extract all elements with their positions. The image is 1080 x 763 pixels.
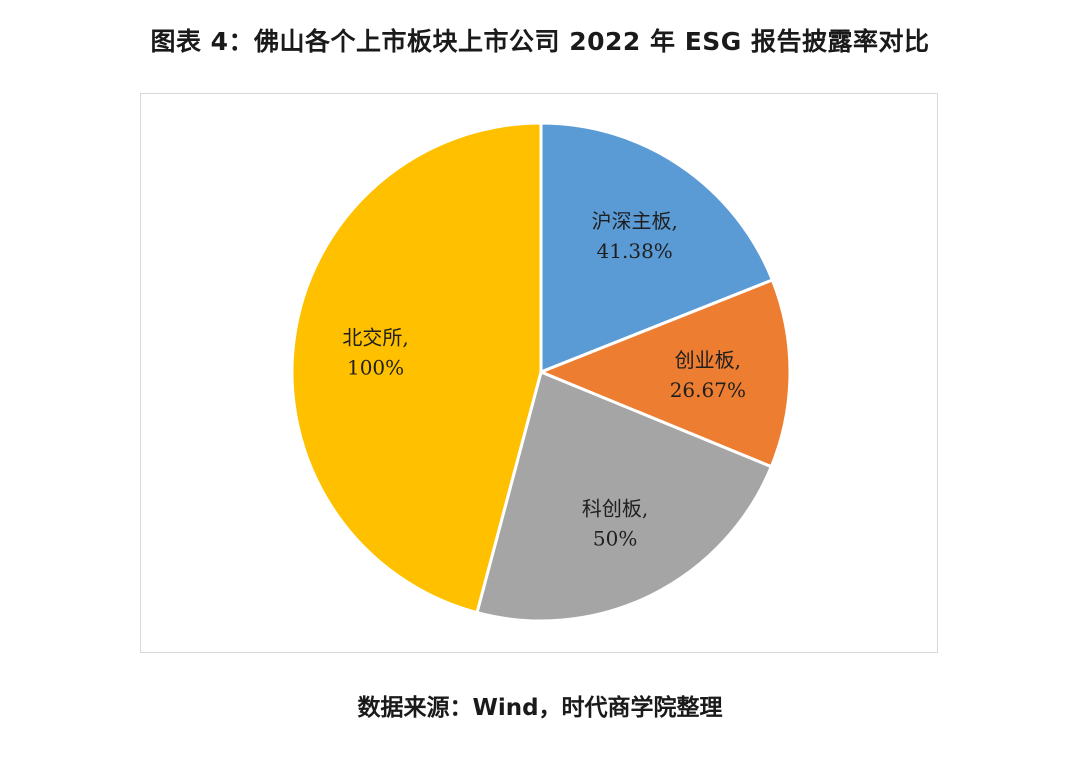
slice-name-label: 北交所,	[342, 325, 408, 349]
slice-name-label: 科创板,	[582, 496, 648, 520]
chart-title: 图表 4：佛山各个上市板块上市公司 2022 年 ESG 报告披露率对比	[150, 27, 930, 56]
slice-name-label: 创业板,	[675, 348, 741, 372]
pie-slice-2	[539, 278, 792, 469]
slice-value-label: 26.67%	[670, 378, 746, 402]
source-note: 数据来源：Wind，时代商学院整理	[357, 695, 723, 721]
slice-value-label: 50%	[593, 526, 637, 550]
slice-name-label: 沪深主板,	[591, 209, 677, 233]
pie-slice-3	[475, 370, 773, 623]
chart-area: 沪深主板, 41.38% 创业板, 26.67% 科创板, 50% 北交所, 100%	[140, 93, 938, 653]
pie-slice-4	[290, 121, 543, 615]
pie-slice-1	[539, 121, 774, 374]
slice-value-label: 41.38%	[597, 239, 673, 263]
slice-value-label: 100%	[347, 355, 404, 379]
pie-chart: 沪深主板, 41.38% 创业板, 26.67% 科创板, 50% 北交所, 100%	[290, 121, 792, 623]
